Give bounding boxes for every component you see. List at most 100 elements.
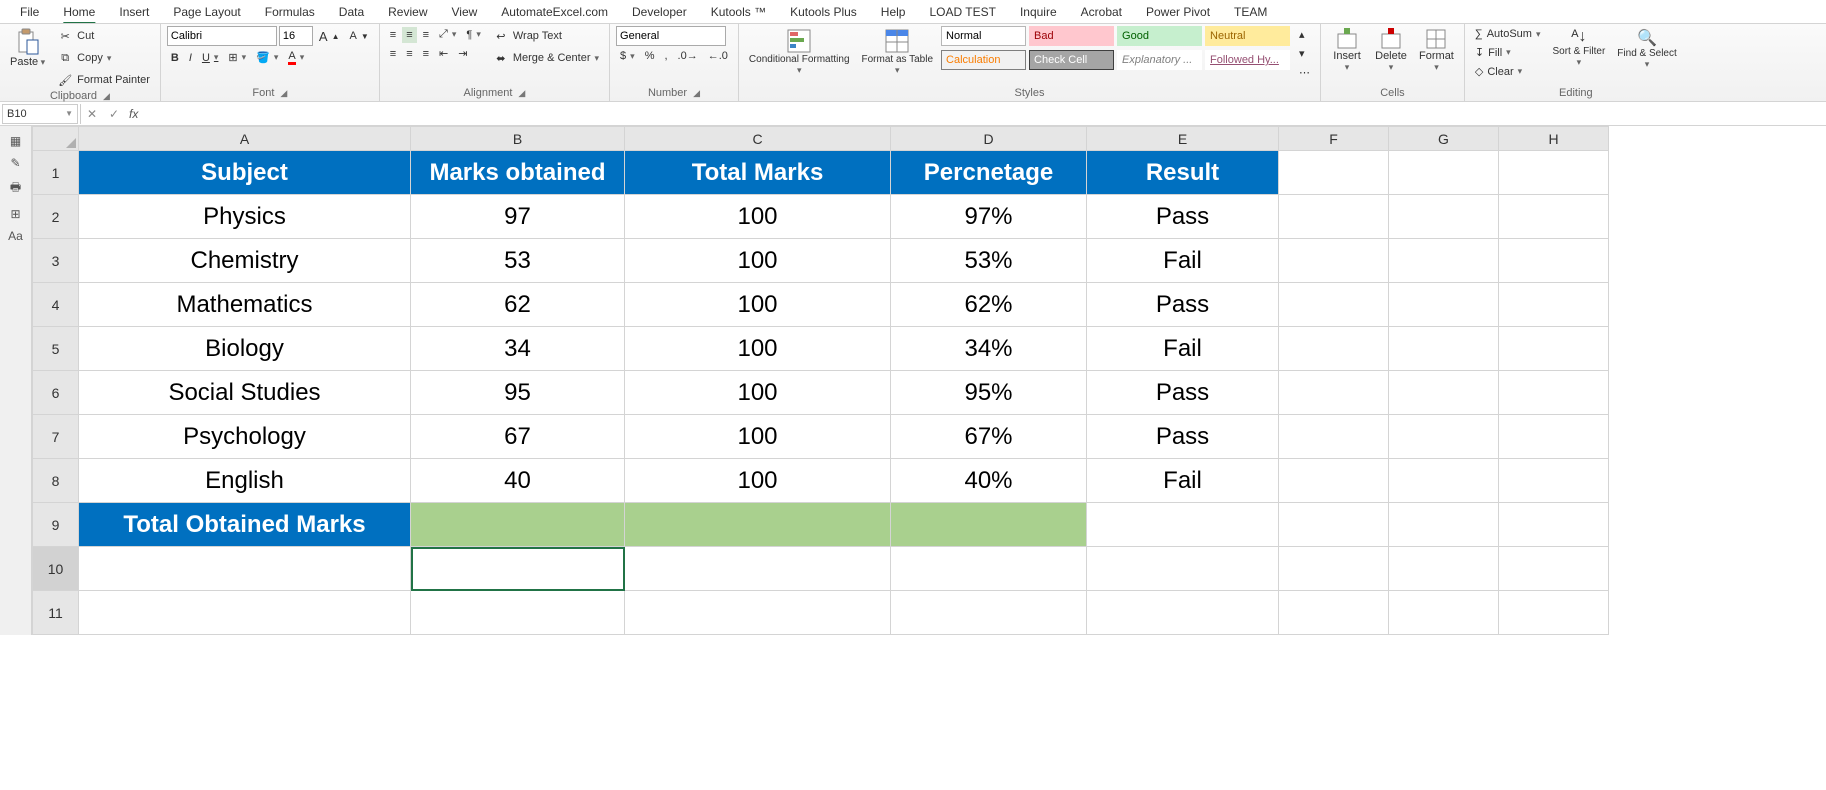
spreadsheet-grid[interactable]: ABCDEFGH1SubjectMarks obtainedTotal Mark… bbox=[32, 126, 1609, 635]
cell-C11[interactable] bbox=[625, 591, 891, 635]
row-header-10[interactable]: 10 bbox=[33, 547, 79, 591]
cell-D3[interactable]: 53% bbox=[891, 239, 1087, 283]
accounting-button[interactable]: $ bbox=[616, 48, 639, 64]
cell-A1[interactable]: Subject bbox=[79, 151, 411, 195]
font-launcher-icon[interactable]: ◢ bbox=[280, 88, 287, 99]
cancel-formula-button[interactable]: ✕ bbox=[81, 107, 103, 121]
conditional-formatting-button[interactable]: Conditional Formatting bbox=[745, 26, 854, 78]
wrap-text-button[interactable]: ↩Wrap Text bbox=[489, 26, 603, 46]
side-icon-4[interactable]: ⊞ bbox=[10, 207, 20, 221]
cell-G9[interactable] bbox=[1389, 503, 1499, 547]
cell-G11[interactable] bbox=[1389, 591, 1499, 635]
side-icon-3[interactable]: 🖶 bbox=[10, 178, 21, 199]
tab-help[interactable]: Help bbox=[869, 1, 918, 23]
tab-home[interactable]: Home bbox=[51, 1, 107, 23]
cell-A2[interactable]: Physics bbox=[79, 195, 411, 239]
align-top-button[interactable]: ≡ bbox=[386, 27, 400, 43]
tab-kutools-[interactable]: Kutools ™ bbox=[699, 1, 778, 23]
col-header-G[interactable]: G bbox=[1389, 127, 1499, 151]
row-header-1[interactable]: 1 bbox=[33, 151, 79, 195]
style-calculation[interactable]: Calculation bbox=[941, 50, 1026, 70]
row-header-11[interactable]: 11 bbox=[33, 591, 79, 635]
font-name-input[interactable] bbox=[167, 26, 277, 46]
autosum-button[interactable]: ∑AutoSum bbox=[1471, 26, 1545, 42]
cell-A11[interactable] bbox=[79, 591, 411, 635]
cell-D4[interactable]: 62% bbox=[891, 283, 1087, 327]
delete-cells-button[interactable]: Delete bbox=[1371, 26, 1411, 75]
cell-H7[interactable] bbox=[1499, 415, 1609, 459]
tab-kutools-plus[interactable]: Kutools Plus bbox=[778, 1, 869, 23]
style-good[interactable]: Good bbox=[1117, 26, 1202, 46]
italic-button[interactable]: I bbox=[185, 50, 196, 66]
align-middle-button[interactable]: ≡ bbox=[402, 27, 416, 43]
cell-E1[interactable]: Result bbox=[1087, 151, 1279, 195]
sort-filter-button[interactable]: ᴬ↓Sort & Filter bbox=[1549, 26, 1610, 70]
percent-button[interactable]: % bbox=[641, 48, 659, 64]
align-center-button[interactable]: ≡ bbox=[402, 46, 416, 62]
side-icon-5[interactable]: Aa bbox=[8, 229, 23, 243]
cell-B11[interactable] bbox=[411, 591, 625, 635]
font-size-input[interactable] bbox=[279, 26, 313, 46]
cell-H10[interactable] bbox=[1499, 547, 1609, 591]
align-left-button[interactable]: ≡ bbox=[386, 46, 400, 62]
cell-B8[interactable]: 40 bbox=[411, 459, 625, 503]
cell-D6[interactable]: 95% bbox=[891, 371, 1087, 415]
borders-button[interactable]: ⊞ bbox=[224, 49, 250, 66]
name-box[interactable]: B10▼ bbox=[2, 104, 78, 124]
styles-more[interactable]: ⋯ bbox=[1295, 64, 1314, 81]
underline-button[interactable]: U bbox=[198, 50, 222, 66]
cell-H3[interactable] bbox=[1499, 239, 1609, 283]
cell-E8[interactable]: Fail bbox=[1087, 459, 1279, 503]
cell-A8[interactable]: English bbox=[79, 459, 411, 503]
tab-view[interactable]: View bbox=[440, 1, 490, 23]
col-header-A[interactable]: A bbox=[79, 127, 411, 151]
decrease-indent-button[interactable]: ⇤ bbox=[435, 45, 452, 62]
cell-C5[interactable]: 100 bbox=[625, 327, 891, 371]
cell-E3[interactable]: Fail bbox=[1087, 239, 1279, 283]
fill-color-button[interactable]: 🪣 bbox=[252, 49, 282, 66]
col-header-D[interactable]: D bbox=[891, 127, 1087, 151]
cell-E2[interactable]: Pass bbox=[1087, 195, 1279, 239]
cell-E9[interactable] bbox=[1087, 503, 1279, 547]
tab-load-test[interactable]: LOAD TEST bbox=[917, 1, 1007, 23]
cell-H4[interactable] bbox=[1499, 283, 1609, 327]
cell-C3[interactable]: 100 bbox=[625, 239, 891, 283]
tab-team[interactable]: TEAM bbox=[1222, 1, 1279, 23]
formula-input[interactable] bbox=[142, 104, 1826, 124]
row-header-9[interactable]: 9 bbox=[33, 503, 79, 547]
cell-E4[interactable]: Pass bbox=[1087, 283, 1279, 327]
cell-H6[interactable] bbox=[1499, 371, 1609, 415]
cell-H9[interactable] bbox=[1499, 503, 1609, 547]
row-header-5[interactable]: 5 bbox=[33, 327, 79, 371]
tab-acrobat[interactable]: Acrobat bbox=[1069, 1, 1134, 23]
cell-E10[interactable] bbox=[1087, 547, 1279, 591]
cell-H5[interactable] bbox=[1499, 327, 1609, 371]
bold-button[interactable]: B bbox=[167, 50, 183, 66]
cell-D2[interactable]: 97% bbox=[891, 195, 1087, 239]
tab-file[interactable]: File bbox=[8, 1, 51, 23]
row-header-7[interactable]: 7 bbox=[33, 415, 79, 459]
cell-B2[interactable]: 97 bbox=[411, 195, 625, 239]
col-header-E[interactable]: E bbox=[1087, 127, 1279, 151]
cell-F9[interactable] bbox=[1279, 503, 1389, 547]
cell-F1[interactable] bbox=[1279, 151, 1389, 195]
tab-inquire[interactable]: Inquire bbox=[1008, 1, 1069, 23]
cell-G10[interactable] bbox=[1389, 547, 1499, 591]
cell-G7[interactable] bbox=[1389, 415, 1499, 459]
cell-C10[interactable] bbox=[625, 547, 891, 591]
cell-C1[interactable]: Total Marks bbox=[625, 151, 891, 195]
cell-styles-gallery[interactable]: NormalBadGoodNeutralCalculationCheck Cel… bbox=[941, 26, 1291, 72]
cell-B6[interactable]: 95 bbox=[411, 371, 625, 415]
cell-E5[interactable]: Fail bbox=[1087, 327, 1279, 371]
number-launcher-icon[interactable]: ◢ bbox=[693, 88, 700, 99]
cell-B5[interactable]: 34 bbox=[411, 327, 625, 371]
tab-data[interactable]: Data bbox=[327, 1, 376, 23]
clear-button[interactable]: ◇Clear bbox=[1471, 63, 1545, 80]
merge-center-button[interactable]: ⬌Merge & Center bbox=[489, 48, 603, 68]
tab-review[interactable]: Review bbox=[376, 1, 439, 23]
cell-D11[interactable] bbox=[891, 591, 1087, 635]
cell-D9[interactable] bbox=[891, 503, 1087, 547]
styles-scroll-down[interactable]: ▾ bbox=[1295, 45, 1314, 62]
row-header-8[interactable]: 8 bbox=[33, 459, 79, 503]
cell-F7[interactable] bbox=[1279, 415, 1389, 459]
